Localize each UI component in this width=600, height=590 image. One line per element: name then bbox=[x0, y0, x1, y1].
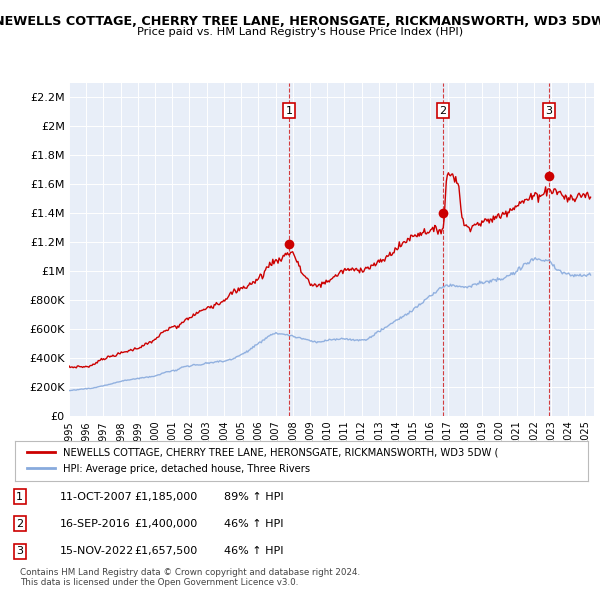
Text: Contains HM Land Registry data © Crown copyright and database right 2024.
This d: Contains HM Land Registry data © Crown c… bbox=[20, 568, 360, 587]
Text: £1,185,000: £1,185,000 bbox=[134, 492, 197, 502]
Text: 1: 1 bbox=[16, 492, 23, 502]
Text: 2: 2 bbox=[439, 106, 446, 116]
Text: £1,400,000: £1,400,000 bbox=[134, 519, 197, 529]
Text: 2: 2 bbox=[16, 519, 23, 529]
Legend: NEWELLS COTTAGE, CHERRY TREE LANE, HERONSGATE, RICKMANSWORTH, WD3 5DW (, HPI: Av: NEWELLS COTTAGE, CHERRY TREE LANE, HERON… bbox=[23, 444, 502, 478]
Text: 1: 1 bbox=[286, 106, 292, 116]
Text: Price paid vs. HM Land Registry's House Price Index (HPI): Price paid vs. HM Land Registry's House … bbox=[137, 27, 463, 37]
Text: 46% ↑ HPI: 46% ↑ HPI bbox=[224, 546, 283, 556]
Text: 11-OCT-2007: 11-OCT-2007 bbox=[60, 492, 133, 502]
Text: 15-NOV-2022: 15-NOV-2022 bbox=[60, 546, 134, 556]
Text: 16-SEP-2016: 16-SEP-2016 bbox=[60, 519, 131, 529]
Text: 3: 3 bbox=[16, 546, 23, 556]
Text: NEWELLS COTTAGE, CHERRY TREE LANE, HERONSGATE, RICKMANSWORTH, WD3 5DW: NEWELLS COTTAGE, CHERRY TREE LANE, HERON… bbox=[0, 15, 600, 28]
Text: 3: 3 bbox=[545, 106, 552, 116]
Text: 89% ↑ HPI: 89% ↑ HPI bbox=[224, 492, 283, 502]
Text: £1,657,500: £1,657,500 bbox=[134, 546, 197, 556]
Text: 46% ↑ HPI: 46% ↑ HPI bbox=[224, 519, 283, 529]
